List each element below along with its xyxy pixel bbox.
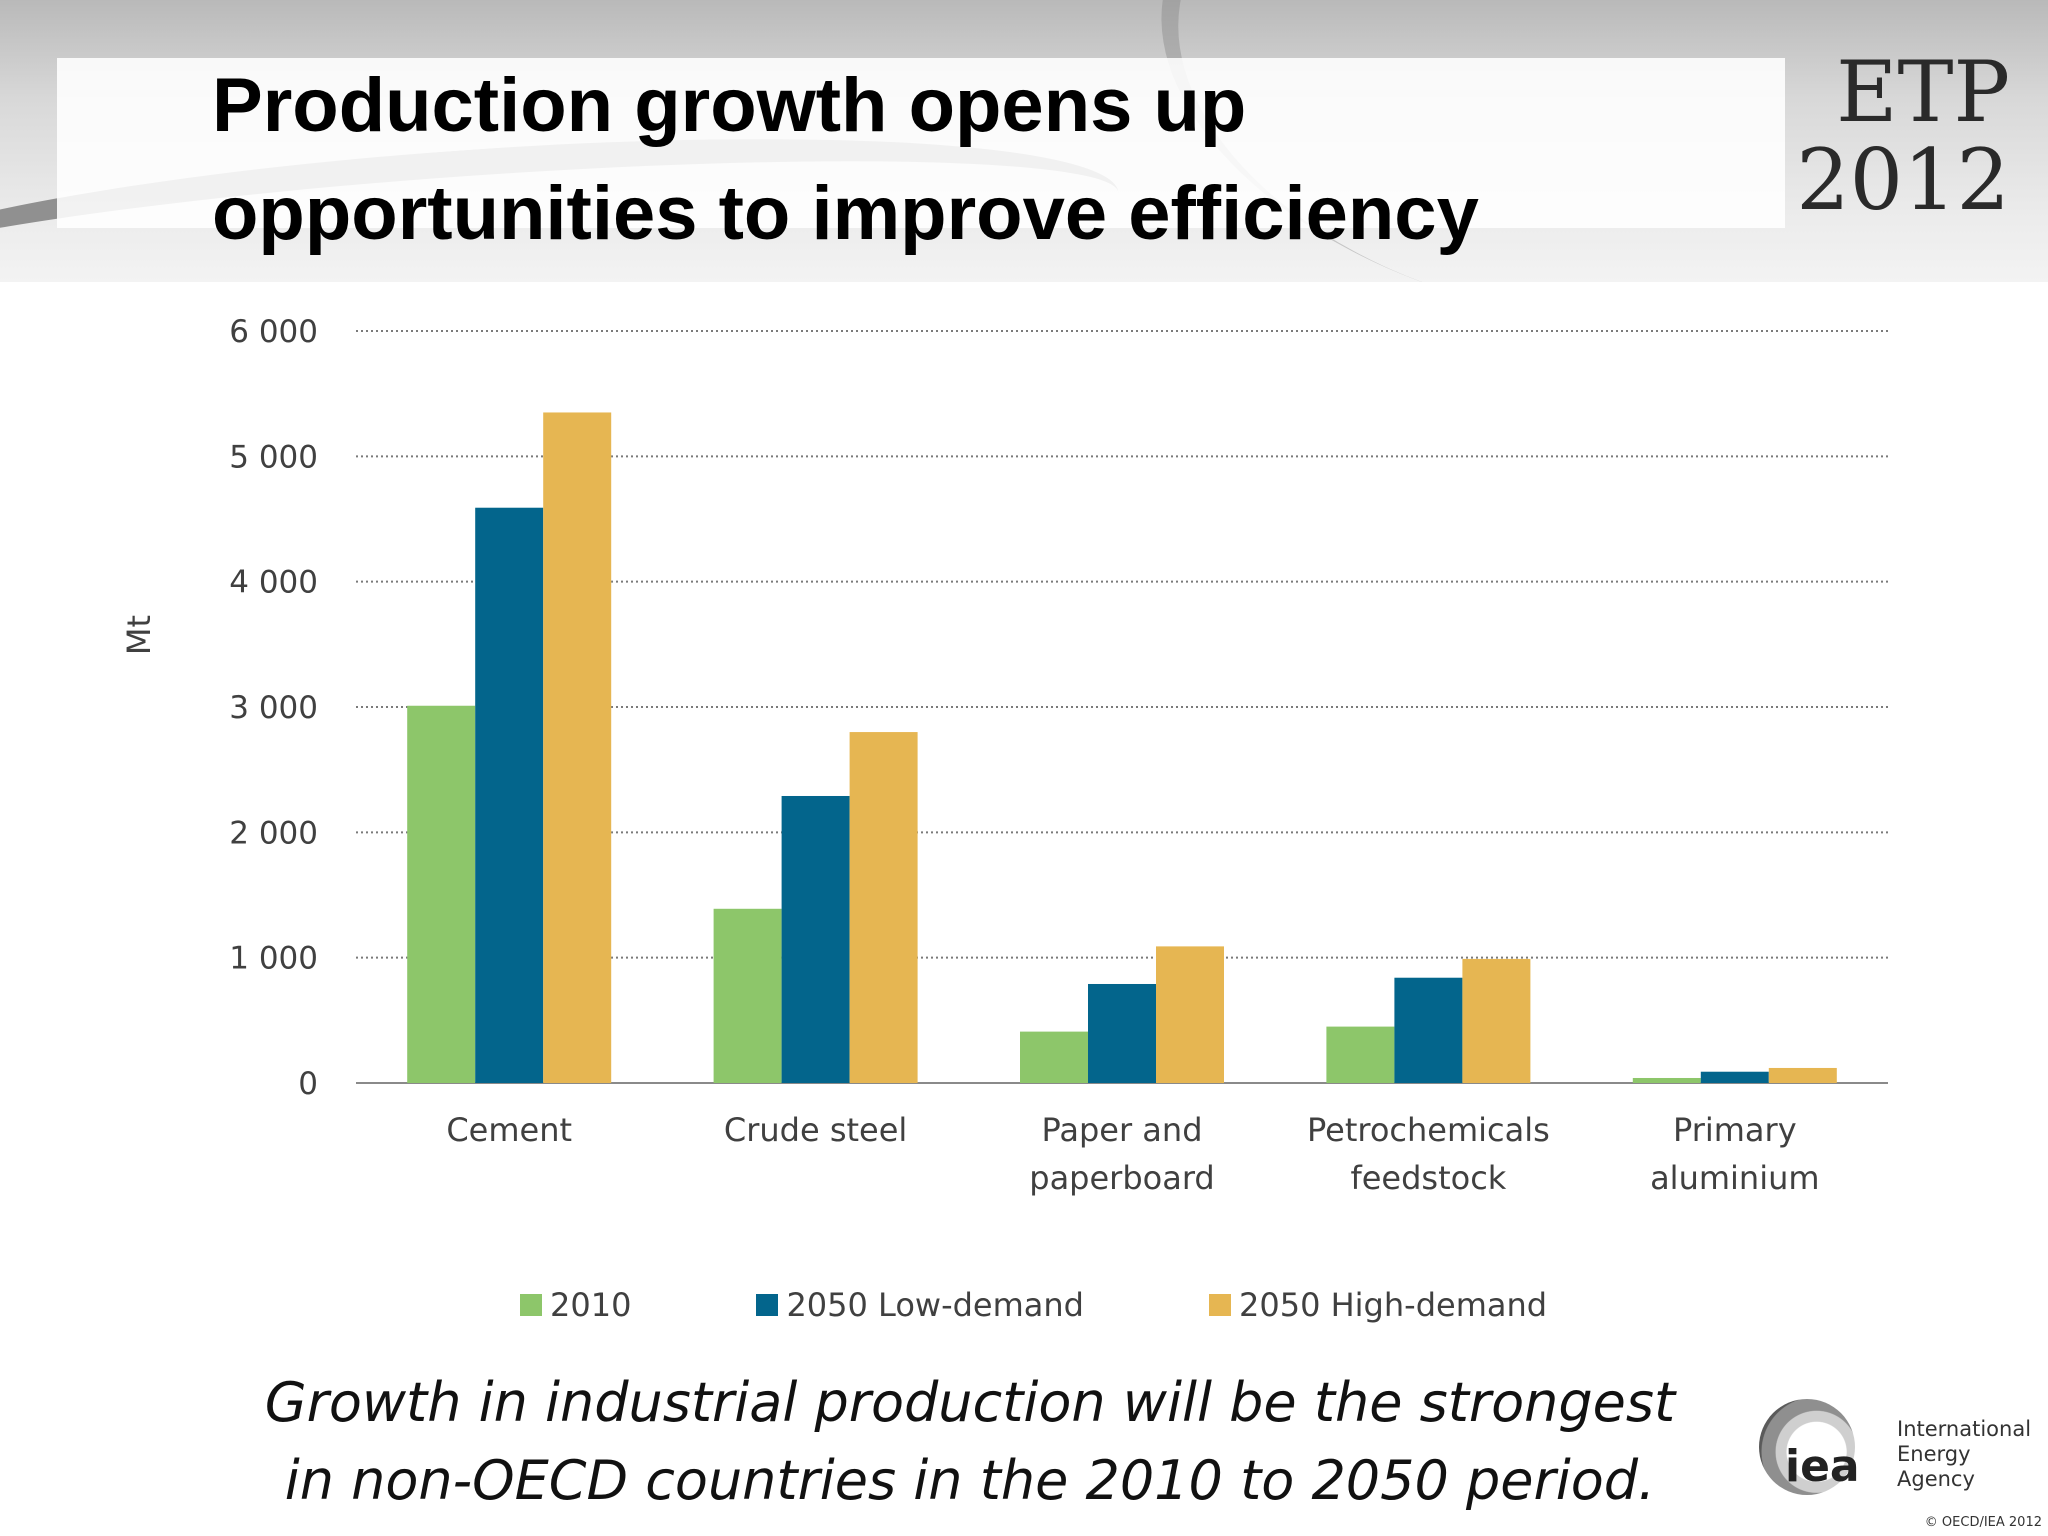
- y-tick-label: 2 000: [229, 815, 318, 851]
- legend-item-2050-low-demand: 2050 Low-demand: [756, 1286, 1084, 1324]
- bar: [543, 412, 612, 1083]
- x-category-label-line: Primary: [1673, 1111, 1797, 1149]
- bar: [1462, 958, 1531, 1083]
- x-category-label-line: Crude steel: [724, 1111, 907, 1149]
- etp-logo-line-1: ETP: [1836, 43, 2010, 141]
- y-tick-label: 3 000: [229, 690, 318, 726]
- bar: [713, 908, 782, 1083]
- slide-caption: Growth in industrial production will be …: [240, 1364, 1700, 1520]
- bar: [849, 732, 918, 1083]
- bar: [1394, 977, 1463, 1083]
- caption-line-2: in non-OECD countries in the 2010 to 205…: [284, 1449, 1656, 1512]
- production-bar-chart: 0 1 000 2 000 3 000 4 000 5 000 6 000 Mt Cement C…: [120, 314, 1888, 1197]
- iea-ring-icon: [1759, 1399, 1855, 1495]
- legend-item-2010: 2010: [520, 1286, 631, 1324]
- x-category-label-line: aluminium: [1650, 1159, 1819, 1197]
- legend-label-2050-high-demand: 2050 High-demand: [1238, 1286, 1548, 1324]
- y-axis-title: Mt: [120, 615, 158, 655]
- slide-title-line-1: Production growth opens up: [212, 63, 1247, 148]
- bar: [1326, 1026, 1395, 1083]
- title-panel: [57, 58, 1785, 228]
- legend-item-2050-high-demand: 2050 High-demand: [1208, 1286, 1548, 1324]
- x-category-label-line: Paper and: [1042, 1111, 1203, 1149]
- x-category-label: Paper and paperboard: [1029, 1111, 1214, 1197]
- header-background: [0, 0, 2048, 282]
- legend-label-2010: 2010: [550, 1286, 632, 1324]
- iea-agency-name: International Energy Agency: [1897, 1417, 2045, 1492]
- legend-label-2050-low-demand: 2050 Low-demand: [786, 1286, 1084, 1324]
- x-category-label: Cement: [446, 1111, 572, 1149]
- bar: [1768, 1067, 1837, 1083]
- bar: [781, 795, 850, 1083]
- x-category-label-line: Petrochemicals: [1307, 1111, 1550, 1149]
- y-tick-label: 4 000: [229, 565, 318, 601]
- iea-name-line-1: International: [1897, 1417, 2032, 1441]
- bar: [1088, 983, 1156, 1083]
- bar: [1156, 946, 1224, 1083]
- x-category-label-line: Cement: [446, 1111, 572, 1149]
- bar: [475, 507, 544, 1084]
- bar: [1632, 1077, 1701, 1083]
- x-category-label: Crude steel: [724, 1111, 907, 1149]
- y-tick-label: 1 000: [229, 941, 318, 977]
- caption-line-1: Growth in industrial production will be …: [264, 1371, 1676, 1434]
- y-tick-label: 5 000: [229, 439, 318, 475]
- etp-2012-logo: ETP 2012: [1780, 48, 2010, 224]
- etp-logo-line-2: 2012: [1796, 131, 2010, 229]
- legend-swatch-2010: [520, 1294, 542, 1316]
- slide-title: Production growth opens up opportunities…: [212, 52, 1562, 268]
- iea-name-line-2: Energy Agency: [1897, 1442, 1975, 1491]
- copyright-notice: © OECD/IEA 2012: [1924, 1515, 2042, 1530]
- bar: [1020, 1031, 1088, 1083]
- legend-swatch-2050-high-demand: [1208, 1294, 1231, 1316]
- x-category-label-line: feedstock: [1350, 1159, 1506, 1197]
- x-category-label-line: paperboard: [1029, 1159, 1214, 1197]
- legend-swatch-2050-low-demand: [756, 1294, 779, 1316]
- bar: [407, 705, 476, 1083]
- chart-legend: 2010 2050 Low-demand 2050 High-demand: [520, 1285, 1547, 1325]
- bar: [1700, 1071, 1769, 1083]
- x-category-label: Petrochemicals feedstock: [1307, 1111, 1550, 1197]
- slide-title-line-2: opportunities to improve efficiency: [212, 171, 1479, 256]
- y-tick-label: 0: [298, 1066, 318, 1102]
- iea-logo: iea International Energy Agency: [1755, 1395, 2045, 1515]
- x-category-label: Primary aluminium: [1650, 1111, 1819, 1197]
- iea-wordmark: iea: [1785, 1441, 1860, 1492]
- y-tick-label: 6 000: [229, 314, 318, 350]
